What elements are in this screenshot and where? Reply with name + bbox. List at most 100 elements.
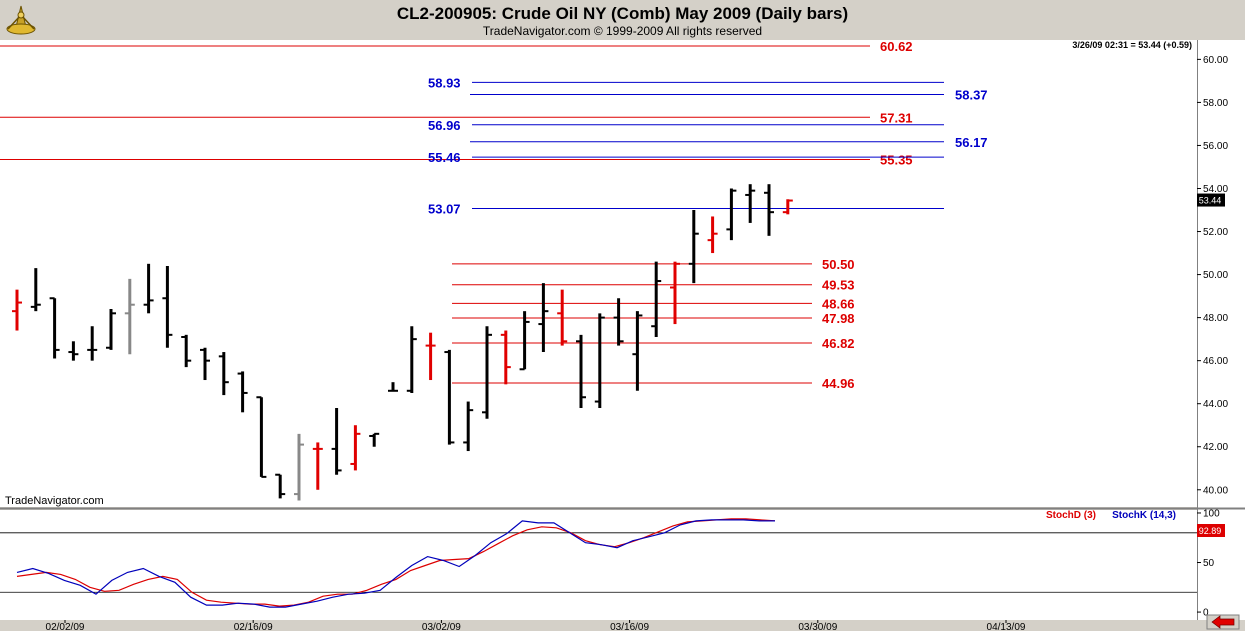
red-level-label: 44.96 xyxy=(822,376,855,391)
ohlc-bar xyxy=(181,334,192,368)
stochastic-lines xyxy=(0,518,1197,608)
ohlc-bar xyxy=(218,352,229,396)
ohlc-bar xyxy=(538,283,549,353)
red-level-label: 57.31 xyxy=(880,110,913,125)
ohlc-bar xyxy=(30,268,41,312)
price-tick-label: 42.00 xyxy=(1203,442,1228,453)
date-axis xyxy=(0,620,1245,631)
price-tick-label: 52.00 xyxy=(1203,227,1228,238)
ohlc-bar xyxy=(425,332,436,381)
date-axis-ticks: 02/02/09 02/16/09 03/02/09 03/16/09 03/30/09… xyxy=(46,620,1026,631)
price-tick-label: 50.00 xyxy=(1203,270,1228,281)
date-tick-label: 04/13/09 xyxy=(987,622,1026,631)
blue-level-label: 55.46 xyxy=(428,150,461,165)
date-tick-label: 02/02/09 xyxy=(46,622,85,631)
ohlc-bar xyxy=(613,298,624,346)
stoch-value-label: 92.89 xyxy=(1199,526,1222,536)
ohlc-bar xyxy=(557,289,568,346)
watermark-text: TradeNavigator.com xyxy=(5,495,104,507)
stochK-legend: StochK (14,3) xyxy=(1112,510,1176,521)
stoch-value-tag: 92.89 xyxy=(1197,524,1225,537)
ohlc-bar xyxy=(406,326,417,393)
price-tick-label: 54.00 xyxy=(1203,184,1228,195)
copyright-subtitle: TradeNavigator.com © 1999-2009 All right… xyxy=(482,24,763,38)
ohlc-bar xyxy=(106,309,116,350)
ohlc-bar xyxy=(162,265,173,348)
red-level-label: 47.98 xyxy=(822,311,855,326)
ohlc-bar xyxy=(388,382,398,392)
gold-sextant-icon[interactable] xyxy=(4,3,38,37)
stoch-tick-label: 100 xyxy=(1203,508,1220,519)
ohlc-bar xyxy=(237,371,248,413)
ohlc-bar xyxy=(482,326,492,419)
ohlc-bar xyxy=(632,311,643,391)
price-tick-label: 44.00 xyxy=(1203,399,1228,410)
red-level-label: 49.53 xyxy=(822,278,855,293)
chart-header: CL2-200905: Crude Oil NY (Comb) May 2009… xyxy=(0,0,1245,40)
price-axis-ticks: 40.00 42.00 44.00 46.00 48.00 50.00 52.00 54.00… xyxy=(1197,55,1228,496)
date-tick-label: 03/16/09 xyxy=(610,622,649,631)
ohlc-bar xyxy=(294,433,304,501)
ohlc-bar xyxy=(200,347,210,381)
red-level-label: 50.50 xyxy=(822,257,855,272)
price-tick-label: 48.00 xyxy=(1203,313,1228,324)
ohlc-bar xyxy=(87,326,98,361)
price-tick-label: 58.00 xyxy=(1203,98,1228,109)
ohlc-bar xyxy=(500,330,511,385)
ohlc-bar xyxy=(707,216,718,254)
ohlc-bar xyxy=(143,263,154,314)
blue-level-label: 53.07 xyxy=(428,202,461,217)
stochK-line xyxy=(16,519,775,608)
ohlc-bar xyxy=(256,396,267,478)
ohlc-bar xyxy=(463,401,474,452)
last-price-tag: 53.44 xyxy=(1197,193,1225,207)
ohlc-bar xyxy=(12,289,22,331)
ohlc-bar xyxy=(726,188,737,241)
ohlc-bar xyxy=(745,184,756,223)
date-tick-label: 02/16/09 xyxy=(234,622,273,631)
stoch-tick-label: 0 xyxy=(1203,608,1209,619)
red-level-label: 60.62 xyxy=(880,40,913,54)
price-axis xyxy=(1197,40,1245,620)
ohlc-bar xyxy=(764,184,774,236)
ohlc-bar xyxy=(782,199,793,215)
blue-level-label: 56.17 xyxy=(955,135,988,150)
blue-level-label: 58.37 xyxy=(955,87,988,102)
red-level-label: 48.66 xyxy=(822,296,855,311)
price-bars xyxy=(12,184,793,501)
date-tick-label: 03/30/09 xyxy=(798,622,837,631)
chart-area: 3/26/09 02:31 = 53.44 (+0.59) TradeNavig… xyxy=(0,40,1245,631)
red-level-label: 55.35 xyxy=(880,152,913,167)
blue-level-label: 58.93 xyxy=(428,75,461,90)
ohlc-bar xyxy=(68,341,79,361)
ohlc-bar xyxy=(651,261,662,337)
ohlc-bar xyxy=(576,334,586,409)
ohlc-bar xyxy=(275,473,286,499)
ohlc-bar xyxy=(49,297,60,359)
price-panel[interactable] xyxy=(0,40,1197,507)
price-tick-label: 60.00 xyxy=(1203,55,1228,66)
ohlc-bar xyxy=(350,425,361,471)
ohlc-bar xyxy=(594,313,605,409)
date-tick-label: 03/02/09 xyxy=(422,622,461,631)
stochD-line xyxy=(16,518,776,607)
blue-level-label: 56.96 xyxy=(428,118,461,133)
ohlc-bar xyxy=(124,278,135,355)
last-price-label: 53.44 xyxy=(1199,196,1222,206)
stochastic-panel[interactable] xyxy=(0,510,1197,620)
status-readout: 3/26/09 02:31 = 53.44 (+0.59) xyxy=(1072,40,1192,50)
stochastic-axis-ticks: 0 50 100 xyxy=(1197,508,1220,619)
ohlc-bar xyxy=(519,311,530,371)
red-left-arrow-icon[interactable] xyxy=(1206,614,1240,630)
price-tick-label: 46.00 xyxy=(1203,356,1228,367)
price-tick-label: 56.00 xyxy=(1203,141,1228,152)
price-tick-label: 40.00 xyxy=(1203,485,1228,496)
blue-level-lines: 58.93 58.37 56.96 56.17 55.46 53.07 xyxy=(428,75,988,216)
red-level-label: 46.82 xyxy=(822,336,855,351)
ohlc-bar xyxy=(369,432,380,447)
ohlc-bar xyxy=(670,261,680,325)
ohlc-bar xyxy=(688,210,699,284)
ohlc-bar xyxy=(331,408,342,475)
ohlc-bar xyxy=(444,349,455,445)
